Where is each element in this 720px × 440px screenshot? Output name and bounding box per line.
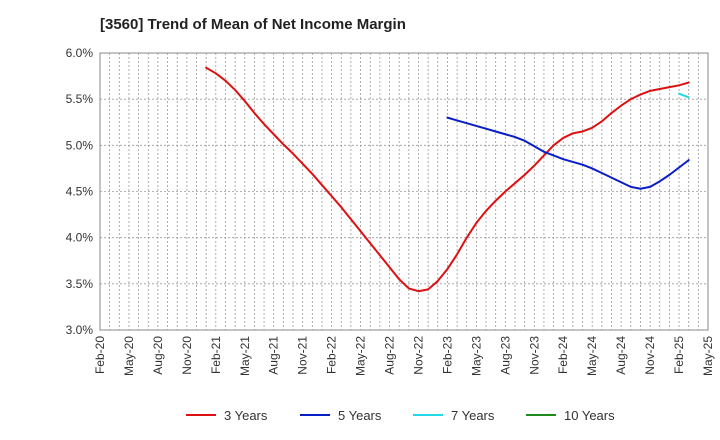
y-tick-label: 4.0%: [66, 231, 94, 245]
x-tick-label: Aug-23: [498, 336, 512, 375]
x-tick-label: Nov-24: [643, 336, 657, 375]
x-tick-label: Nov-23: [527, 336, 541, 375]
x-tick-label: Aug-20: [151, 336, 165, 375]
y-tick-label: 3.0%: [66, 323, 94, 337]
grid: [100, 53, 708, 330]
x-tick-label: Feb-24: [556, 336, 570, 374]
y-tick-label: 3.5%: [66, 277, 94, 291]
series-line-5-years: [446, 116, 690, 190]
x-tick-label: May-24: [585, 336, 599, 376]
x-tick-label: Feb-21: [209, 336, 223, 374]
x-tick-label: May-25: [701, 336, 715, 376]
series-line-3-years: [205, 66, 690, 293]
y-tick-label: 4.5%: [66, 185, 94, 199]
x-tick-label: May-21: [238, 336, 252, 376]
x-tick-label: Aug-24: [614, 336, 628, 375]
x-tick-label: Aug-21: [267, 336, 281, 375]
x-tick-label: May-22: [354, 336, 368, 376]
y-tick-label: 6.0%: [66, 46, 94, 60]
x-tick-label: Feb-20: [93, 336, 107, 374]
x-tick-label: Feb-25: [672, 336, 686, 374]
legend-item: 7 Years: [413, 408, 495, 423]
legend-item: 10 Years: [526, 408, 615, 423]
legend-item: 5 Years: [300, 408, 382, 423]
legend-label: 10 Years: [564, 408, 615, 423]
plot-frame: [99, 52, 709, 331]
x-tick-label: Nov-22: [411, 336, 425, 375]
y-tick-label: 5.5%: [66, 92, 94, 106]
legend-label: 5 Years: [338, 408, 382, 423]
x-tick-label: Nov-20: [180, 336, 194, 375]
legend-item: 3 Years: [186, 408, 268, 423]
x-tick-label: Feb-23: [440, 336, 454, 374]
y-tick-label: 5.0%: [66, 138, 94, 152]
x-tick-label: Feb-22: [325, 336, 339, 374]
x-tick-label: Aug-22: [383, 336, 397, 375]
x-tick-label: May-20: [122, 336, 136, 376]
legend-label: 3 Years: [224, 408, 268, 423]
x-tick-label: May-23: [469, 336, 483, 376]
x-tick-label: Nov-21: [296, 336, 310, 375]
legend-label: 7 Years: [451, 408, 495, 423]
series-line-7-years: [678, 92, 690, 99]
chart-title: [3560] Trend of Mean of Net Income Margi…: [100, 16, 406, 33]
